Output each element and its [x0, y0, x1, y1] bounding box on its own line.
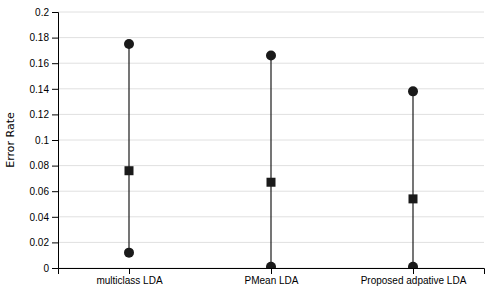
low-marker: [266, 262, 276, 268]
low-marker: [408, 262, 418, 268]
tick-label: 0.2: [35, 7, 49, 18]
grid: [58, 12, 484, 268]
axis-line: [52, 13, 59, 269]
value-marker: [409, 194, 418, 203]
range-line: [128, 44, 129, 253]
tick-label: 0.02: [30, 237, 50, 248]
tick-mark: [52, 38, 58, 39]
tick: 0.16: [30, 58, 58, 69]
tick-label: 0: [43, 263, 49, 274]
tick-mark: [52, 166, 58, 167]
tick-label: 0.08: [30, 160, 50, 171]
value-marker: [125, 166, 134, 175]
grid-line: [58, 12, 484, 13]
tick-mark: [52, 242, 58, 243]
tick-label: 0.12: [30, 109, 50, 120]
low-marker: [124, 248, 134, 258]
tick-label: multiclass LDA: [96, 275, 162, 286]
tick-mark: [413, 268, 414, 274]
tick: 0.02: [30, 237, 58, 248]
tick-mark: [52, 140, 58, 141]
marks: [124, 39, 418, 268]
tick-label: PMean LDA: [245, 275, 299, 286]
high-marker: [124, 39, 134, 49]
tick-mark: [271, 268, 272, 274]
tick: 0: [43, 263, 58, 274]
tick: 0.08: [30, 160, 58, 171]
tick-mark: [52, 268, 58, 269]
tick-label: 0.06: [30, 186, 50, 197]
high-marker: [408, 86, 418, 96]
tick: 0.06: [30, 186, 58, 197]
range-line: [270, 56, 271, 267]
y-axis-title: Error Rate: [4, 112, 17, 168]
plot-area: 0 0.02 0.04 0.06 0.08 0.1 0.12 0.14 0.16 0.18 0.2 m…: [30, 7, 485, 286]
tick-label: Proposed adpative LDA: [361, 275, 467, 286]
tick-label: 0.14: [30, 84, 50, 95]
tick-label: 0.1: [35, 135, 49, 146]
tick: 0.14: [30, 84, 58, 95]
tick: PMean LDA: [245, 268, 299, 286]
chart: 0 0.02 0.04 0.06 0.08 0.1 0.12 0.14 0.16 0.18 0.2 m…: [0, 0, 500, 298]
tick-mark: [52, 114, 58, 115]
tick-mark: [52, 217, 58, 218]
tick: Proposed adpative LDA: [361, 268, 467, 286]
grid-line: [58, 37, 484, 38]
tick: 0.12: [30, 109, 58, 120]
tick-mark: [52, 191, 58, 192]
tick-mark: [52, 89, 58, 90]
tick: 0.1: [35, 135, 58, 146]
tick: 0.2: [35, 7, 58, 18]
x-axis: multiclass LDA PMean LDA Proposed adpative…: [59, 268, 485, 286]
axis-line: [59, 269, 485, 275]
tick: 0.04: [30, 212, 58, 223]
range-line: [412, 91, 413, 266]
tick-mark: [129, 268, 130, 274]
tick-label: 0.16: [30, 58, 50, 69]
tick: multiclass LDA: [96, 268, 162, 286]
tick: 0.18: [30, 32, 58, 43]
high-marker: [266, 51, 276, 61]
tick-label: 0.18: [30, 32, 50, 43]
tick-label: 0.04: [30, 212, 50, 223]
tick-mark: [52, 12, 58, 13]
y-axis: 0 0.02 0.04 0.06 0.08 0.1 0.12 0.14 0.16 0.18 0.2: [30, 7, 59, 274]
value-marker: [267, 178, 276, 187]
tick-mark: [52, 63, 58, 64]
